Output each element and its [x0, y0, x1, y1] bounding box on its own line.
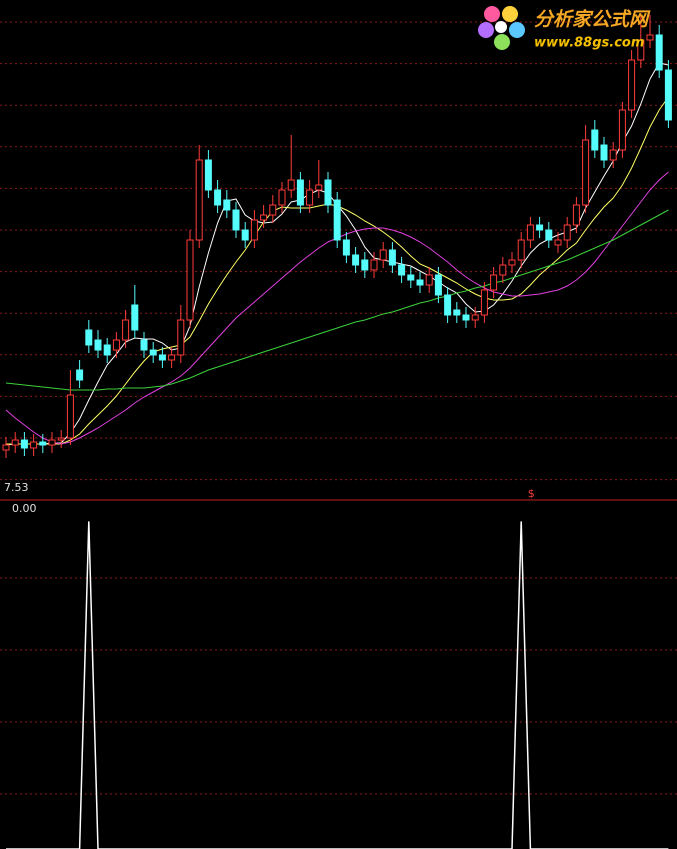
candle-body — [563, 224, 571, 241]
candle-body — [582, 139, 590, 206]
candle-body — [517, 239, 525, 261]
candle-body — [545, 229, 553, 241]
candle-body — [370, 259, 378, 271]
candle-body — [508, 259, 516, 266]
candle-body — [572, 204, 580, 226]
candle-body — [462, 314, 470, 321]
candle-body — [333, 199, 341, 241]
candle-body — [480, 289, 488, 316]
candle-body — [526, 224, 534, 241]
candle-body — [158, 354, 166, 361]
candle-body — [195, 159, 203, 241]
candle-body — [76, 369, 84, 381]
candle-body — [490, 274, 498, 291]
candle-body — [444, 294, 452, 316]
candle-body — [416, 279, 424, 286]
candle-body — [342, 239, 350, 256]
candle-body — [85, 329, 93, 346]
candle-body — [315, 184, 323, 191]
candle-body — [94, 339, 102, 351]
candle-body — [536, 224, 544, 231]
candle-body — [352, 254, 360, 266]
candle-body — [57, 437, 65, 441]
logo-icon — [478, 6, 525, 50]
candle-body — [591, 129, 599, 151]
signal-marker: $ — [528, 487, 535, 500]
candle-body — [296, 179, 304, 206]
candle-body — [2, 444, 10, 451]
logo-url: www.88gs.com — [534, 36, 644, 51]
min-price-label: 7.53 — [4, 481, 29, 494]
candle-body — [149, 349, 157, 356]
candle-body — [287, 179, 295, 191]
logo: 分析家公式网 www.88gs.com — [478, 6, 651, 51]
indicator-value-label: 0.00 — [12, 502, 37, 515]
candle-body — [306, 189, 314, 206]
logo-title: 分析家公式网 — [534, 9, 651, 31]
candle-body — [618, 109, 626, 151]
candle-body — [48, 439, 56, 446]
candle-body — [398, 264, 406, 276]
candle-body — [388, 249, 396, 266]
moving-average-line — [5, 209, 669, 391]
candle-body — [66, 394, 74, 439]
candle-body — [20, 439, 28, 449]
candle-body — [646, 34, 654, 41]
candle-body — [278, 189, 286, 206]
candle-body — [260, 214, 268, 221]
candle-body — [637, 39, 645, 61]
candle-body — [609, 149, 617, 161]
candle-body — [600, 144, 608, 161]
candle-body — [214, 189, 222, 206]
candle-body — [453, 309, 461, 316]
candle-body — [324, 179, 332, 206]
candle-body — [434, 274, 442, 296]
candle-body — [112, 339, 120, 351]
candle-body — [39, 441, 47, 446]
candle-body — [204, 159, 212, 191]
candle-body — [379, 249, 387, 261]
candle-body — [250, 219, 258, 241]
candle-body — [269, 204, 277, 216]
candle-body — [407, 274, 415, 281]
candle-body — [131, 304, 139, 331]
candle-body — [628, 59, 636, 111]
candle-body — [361, 259, 369, 271]
candle-body — [554, 239, 562, 246]
candle-body — [223, 199, 231, 211]
candle-body — [168, 354, 176, 361]
candle-body — [30, 441, 38, 449]
candle-body — [103, 344, 111, 356]
candle-body — [140, 339, 148, 351]
candle-body — [499, 264, 507, 276]
candle-body — [11, 439, 19, 446]
candle-body — [177, 319, 185, 356]
candle-body — [664, 69, 672, 121]
candle-body — [425, 274, 433, 286]
candle-body — [122, 319, 130, 341]
candle-body — [241, 229, 249, 241]
candle-body — [471, 314, 479, 321]
candle-body — [186, 239, 194, 321]
candle-body — [655, 34, 663, 71]
candle-body — [232, 209, 240, 231]
